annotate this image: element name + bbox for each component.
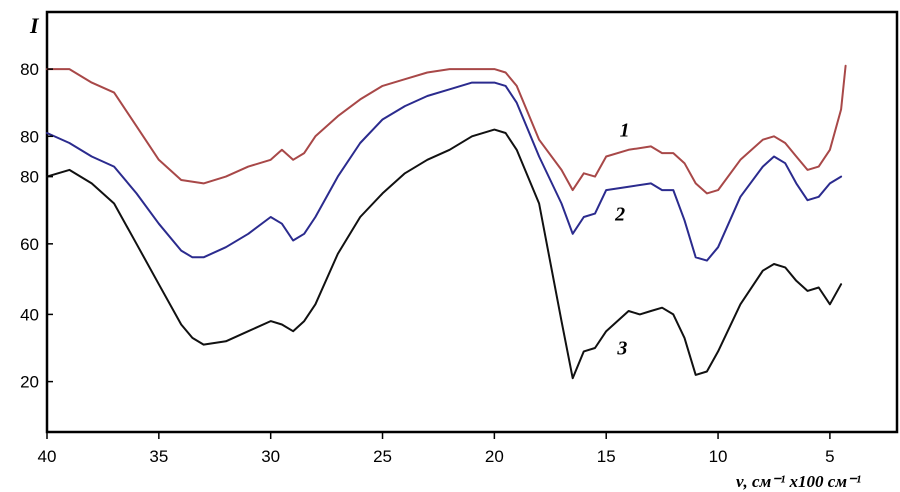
x-tick-label: 25 <box>373 447 392 466</box>
x-tick-label: 30 <box>261 447 280 466</box>
series-layer <box>47 66 846 378</box>
y-tick-label: 20 <box>20 373 39 392</box>
x-tick-label: 10 <box>709 447 728 466</box>
y-tick-label: 60 <box>20 235 39 254</box>
x-tick-label: 40 <box>38 447 57 466</box>
series-line-1 <box>47 66 846 194</box>
y-tick-label: 40 <box>20 305 39 324</box>
series-label-1: 1 <box>620 119 630 141</box>
x-tick-label: 20 <box>485 447 504 466</box>
y-tick-label: 80 <box>20 60 39 79</box>
x-axis-ticks: 40 35 30 25 20 15 10 5 <box>38 432 835 466</box>
x-tick-label: 15 <box>597 447 616 466</box>
y-tick-label: 80 <box>20 127 39 146</box>
x-tick-label: 35 <box>149 447 168 466</box>
series-line-2 <box>47 83 841 261</box>
x-tick-label: 5 <box>825 447 834 466</box>
x-axis-title: ν, см⁻¹ x100 см⁻¹ <box>736 472 861 491</box>
y-tick-label: 80 <box>20 168 39 187</box>
series-label-3: 3 <box>616 338 627 360</box>
plot-frame <box>47 12 897 432</box>
series-label-2: 2 <box>614 203 625 225</box>
series-labels: 1 2 3 <box>614 119 629 359</box>
y-axis-title: I <box>29 13 40 38</box>
